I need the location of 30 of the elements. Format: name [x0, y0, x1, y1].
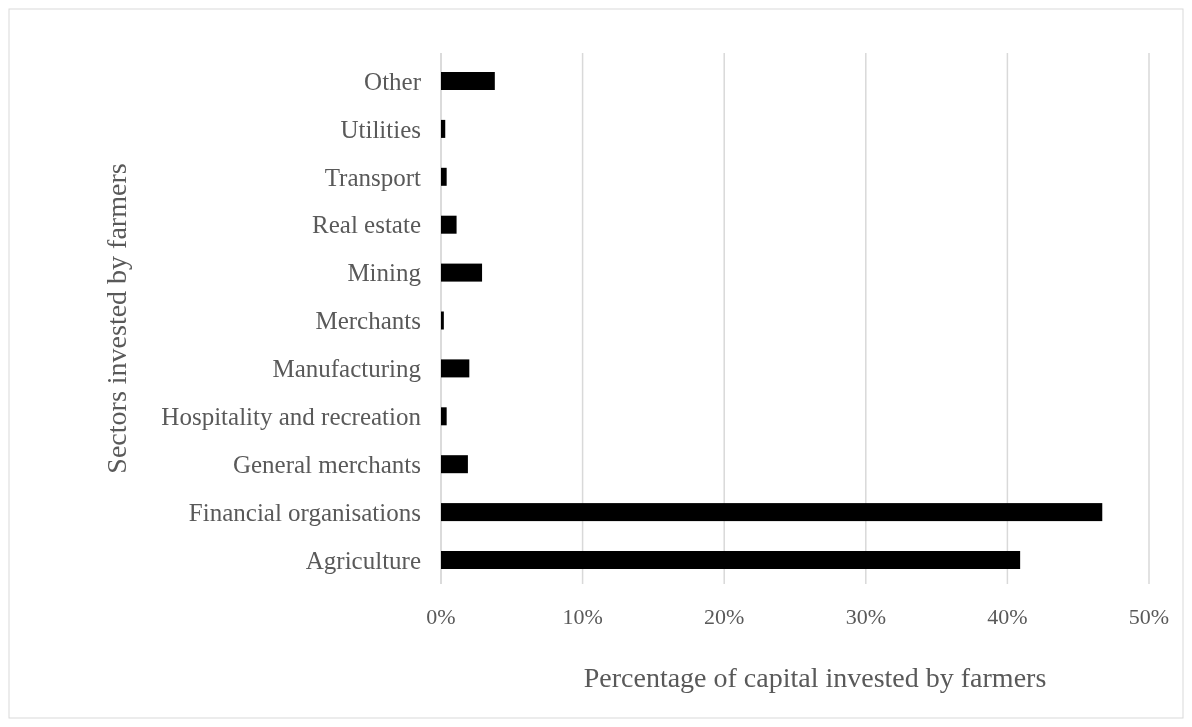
x-tick-label: 0% — [426, 604, 456, 629]
y-axis-title: Sectors invested by farmers — [101, 163, 132, 474]
x-tick-label: 50% — [1128, 604, 1170, 629]
x-tick-label: 20% — [704, 604, 745, 629]
y-tick-label: Other — [364, 67, 422, 95]
y-tick-label: Transport — [324, 163, 422, 191]
y-tick-label: Manufacturing — [272, 355, 422, 383]
bar — [441, 503, 1103, 522]
bar — [441, 215, 457, 234]
bar — [441, 263, 483, 282]
y-tick-label: Hospitality and recreation — [161, 403, 422, 431]
y-tick-label: Utilities — [340, 115, 421, 143]
y-tick-label: Mining — [347, 259, 422, 287]
x-tick-label: 10% — [562, 604, 603, 629]
y-tick-label: General merchants — [232, 450, 421, 478]
y-tick-label: Real estate — [312, 211, 421, 239]
bar — [441, 455, 468, 474]
x-tick-label: 40% — [987, 604, 1028, 629]
bar — [441, 407, 447, 426]
bar — [441, 72, 495, 90]
y-tick-label: Financial organisations — [188, 498, 421, 526]
y-tick-label: Merchants — [315, 307, 421, 335]
bar — [441, 359, 470, 378]
bar — [441, 551, 1021, 569]
x-tick-label: 30% — [845, 604, 886, 629]
x-axis-title: Percentage of capital invested by farmers — [583, 662, 1047, 693]
bar — [441, 119, 446, 138]
bar — [441, 167, 447, 186]
y-tick-label: Agriculture — [305, 546, 421, 574]
bar — [441, 311, 444, 330]
